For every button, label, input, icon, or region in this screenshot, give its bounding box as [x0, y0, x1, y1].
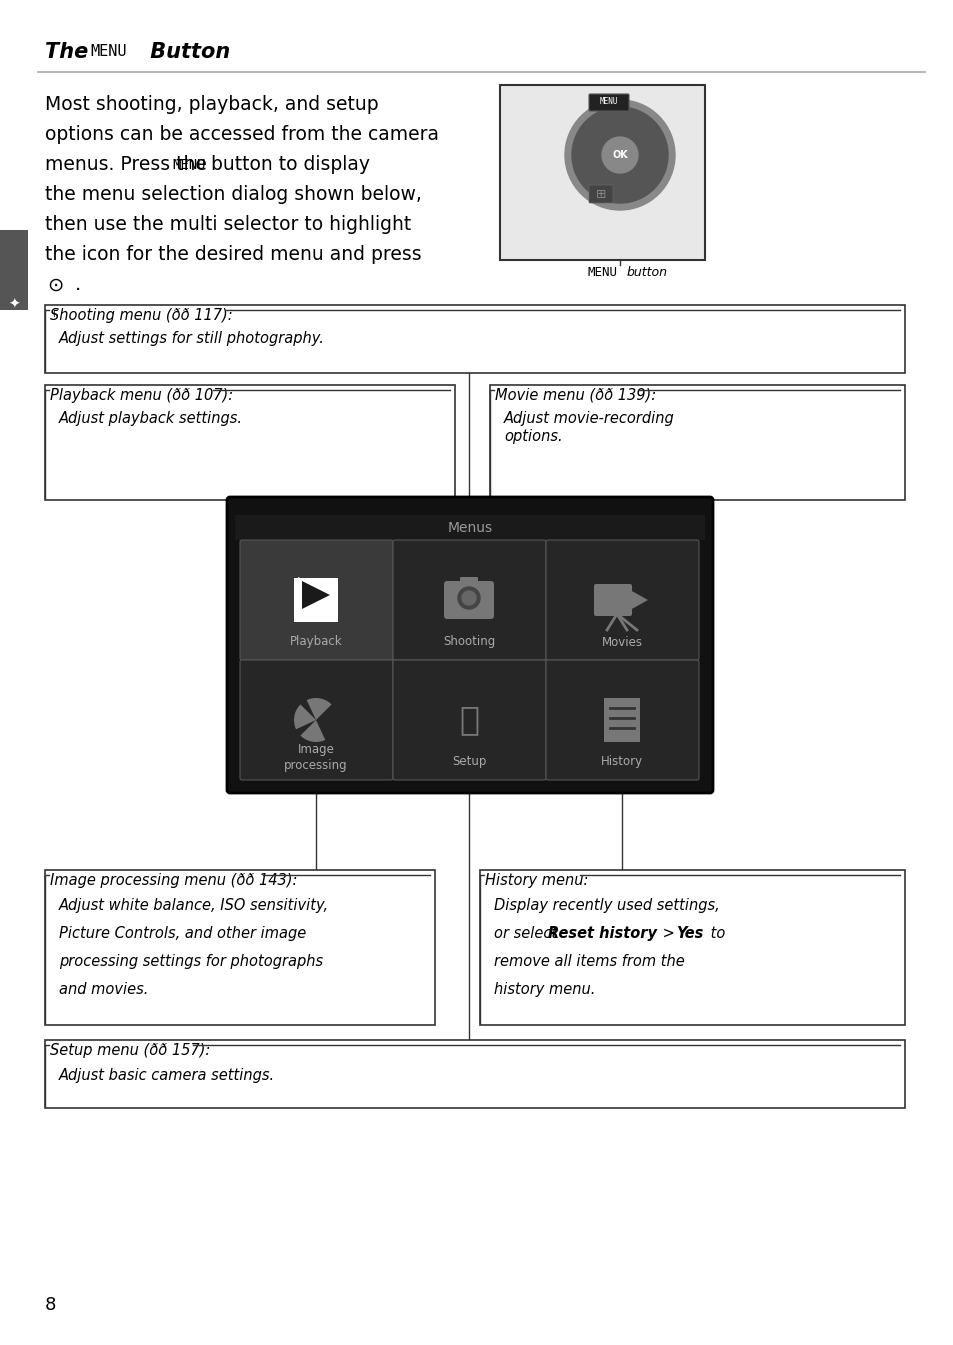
Text: options can be accessed from the camera: options can be accessed from the camera: [45, 125, 438, 144]
Text: MENU: MENU: [172, 157, 206, 172]
Text: options.: options.: [503, 429, 562, 444]
Circle shape: [572, 108, 667, 203]
FancyBboxPatch shape: [393, 660, 545, 780]
Text: Playback menu (ðð 107):: Playback menu (ðð 107):: [50, 387, 233, 404]
Polygon shape: [629, 590, 647, 611]
Text: Adjust settings for still photography.: Adjust settings for still photography.: [59, 331, 325, 346]
Text: and movies.: and movies.: [59, 982, 149, 997]
Text: Most shooting, playback, and setup: Most shooting, playback, and setup: [45, 95, 378, 114]
Text: menus. Press the: menus. Press the: [45, 156, 213, 175]
Text: Adjust white balance, ISO sensitivity,: Adjust white balance, ISO sensitivity,: [59, 898, 329, 913]
Text: Menus: Menus: [447, 521, 492, 535]
FancyBboxPatch shape: [45, 305, 904, 373]
Text: then use the multi selector to highlight: then use the multi selector to highlight: [45, 215, 411, 234]
FancyBboxPatch shape: [588, 94, 628, 112]
Text: Setup: Setup: [452, 756, 486, 768]
Polygon shape: [302, 581, 330, 609]
Text: to: to: [705, 925, 724, 941]
FancyBboxPatch shape: [45, 1040, 904, 1108]
Text: Reset history: Reset history: [547, 925, 657, 941]
FancyBboxPatch shape: [499, 85, 704, 260]
Text: history menu.: history menu.: [494, 982, 595, 997]
Text: or select: or select: [494, 925, 561, 941]
Text: ⊙: ⊙: [47, 276, 63, 295]
Text: The: The: [45, 42, 95, 62]
FancyBboxPatch shape: [594, 584, 631, 616]
FancyBboxPatch shape: [545, 660, 699, 780]
Wedge shape: [300, 720, 325, 742]
Text: the icon for the desired menu and press: the icon for the desired menu and press: [45, 246, 421, 265]
Text: 8: 8: [45, 1297, 56, 1314]
FancyBboxPatch shape: [443, 581, 494, 619]
Text: History menu:: History menu:: [484, 873, 588, 888]
Circle shape: [461, 590, 476, 605]
Circle shape: [601, 137, 638, 174]
Text: Button: Button: [143, 42, 230, 62]
Text: Display recently used settings,: Display recently used settings,: [494, 898, 719, 913]
Polygon shape: [297, 577, 335, 613]
Text: 🔧: 🔧: [458, 703, 478, 737]
Text: Picture Controls, and other image: Picture Controls, and other image: [59, 925, 306, 941]
Text: Shooting: Shooting: [442, 635, 495, 648]
FancyBboxPatch shape: [234, 515, 704, 539]
Text: Adjust movie-recording: Adjust movie-recording: [503, 412, 674, 426]
Text: button: button: [626, 265, 667, 278]
FancyBboxPatch shape: [479, 870, 904, 1025]
Text: remove all items from the: remove all items from the: [494, 954, 684, 968]
FancyBboxPatch shape: [588, 186, 613, 203]
FancyBboxPatch shape: [490, 385, 904, 500]
Text: MENU: MENU: [587, 265, 618, 278]
Text: Movies: Movies: [601, 635, 641, 648]
FancyBboxPatch shape: [240, 660, 393, 780]
Text: >: >: [658, 925, 679, 941]
Text: .: .: [75, 276, 81, 295]
Wedge shape: [294, 705, 315, 729]
Text: Image: Image: [297, 744, 335, 756]
Text: Adjust playback settings.: Adjust playback settings.: [59, 412, 243, 426]
Circle shape: [457, 586, 479, 609]
Text: MENU: MENU: [90, 44, 127, 59]
FancyBboxPatch shape: [45, 870, 435, 1025]
Text: Adjust basic camera settings.: Adjust basic camera settings.: [59, 1068, 274, 1083]
Text: Yes: Yes: [676, 925, 702, 941]
FancyBboxPatch shape: [45, 385, 455, 500]
Text: the menu selection dialog shown below,: the menu selection dialog shown below,: [45, 186, 421, 204]
Text: Image processing menu (ðð 143):: Image processing menu (ðð 143):: [50, 873, 297, 888]
Text: Movie menu (ðð 139):: Movie menu (ðð 139):: [495, 387, 656, 404]
Text: ⊞: ⊞: [595, 187, 605, 200]
FancyBboxPatch shape: [0, 230, 28, 309]
Text: button to display: button to display: [205, 156, 370, 175]
FancyBboxPatch shape: [227, 498, 712, 794]
FancyBboxPatch shape: [240, 539, 393, 660]
Text: History: History: [600, 756, 642, 768]
FancyBboxPatch shape: [603, 698, 639, 742]
FancyBboxPatch shape: [545, 539, 699, 660]
FancyBboxPatch shape: [459, 577, 477, 586]
Wedge shape: [306, 698, 332, 720]
FancyBboxPatch shape: [294, 578, 337, 621]
Text: OK: OK: [612, 151, 627, 160]
Text: processing: processing: [284, 760, 348, 772]
Text: Playback: Playback: [290, 635, 342, 648]
FancyBboxPatch shape: [393, 539, 545, 660]
Text: Setup menu (ðð 157):: Setup menu (ðð 157):: [50, 1042, 210, 1059]
Text: Shooting menu (ðð 117):: Shooting menu (ðð 117):: [50, 308, 233, 323]
Text: ┌: ┌: [50, 307, 56, 317]
Text: processing settings for photographs: processing settings for photographs: [59, 954, 323, 968]
Text: MENU: MENU: [599, 97, 618, 106]
Circle shape: [564, 100, 675, 210]
Text: ✦: ✦: [9, 299, 20, 312]
